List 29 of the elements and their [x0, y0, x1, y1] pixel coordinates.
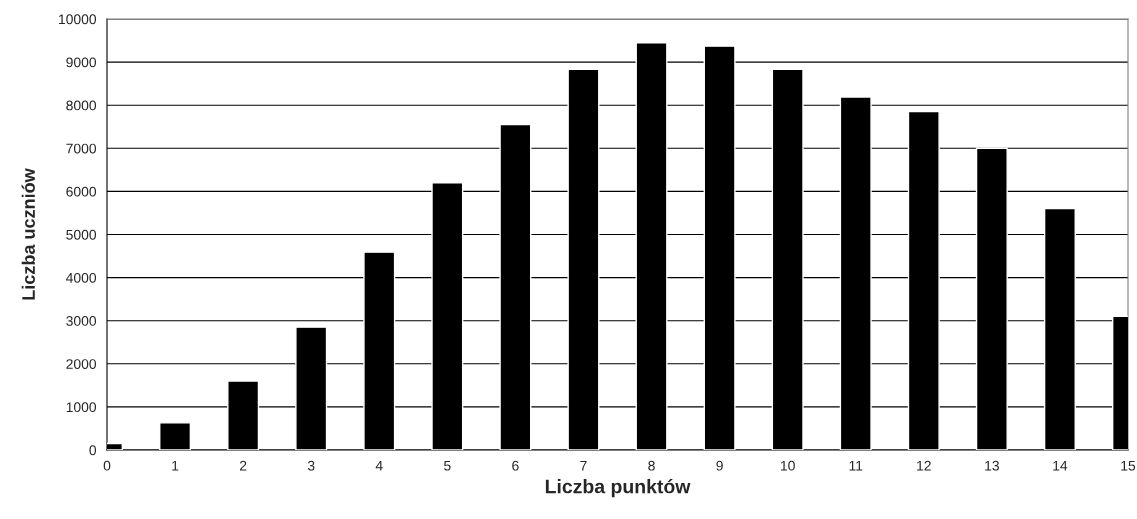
x-tick-label: 8 [648, 460, 655, 471]
x-tick-label: 5 [444, 460, 451, 471]
x-tick-label: 7 [580, 460, 587, 471]
y-tick-label: 1000 [66, 402, 97, 413]
x-tick-label: 6 [512, 460, 519, 471]
x-tick-label: 14 [1053, 460, 1068, 471]
x-tick-label: 1 [172, 460, 179, 471]
y-tick-label: 8000 [66, 100, 97, 111]
y-tick-label: 3000 [66, 316, 97, 326]
x-tick-label: 9 [716, 460, 723, 471]
x-tick-label: 4 [375, 460, 383, 471]
y-tick-label: 7000 [66, 143, 97, 154]
x-tick-label: 11 [849, 460, 863, 471]
x-tick-label: 10 [781, 460, 795, 471]
x-tick-label: 13 [985, 460, 999, 471]
x-tick-label: 2 [239, 460, 247, 471]
x-tick-label: 3 [307, 460, 315, 471]
x-tick-label: 15 [1121, 460, 1136, 471]
x-tick-label: 12 [917, 460, 931, 471]
y-tick-label: 6000 [66, 186, 97, 197]
y-tick-label: 9000 [66, 57, 97, 68]
y-tick-label: 10000 [59, 14, 97, 25]
y-tick-label: 4000 [66, 272, 97, 283]
y-tick-label: 0 [89, 445, 97, 456]
x-tick-label: 0 [103, 460, 111, 471]
y-tick-label: 2000 [66, 359, 97, 369]
y-tick-label: 5000 [66, 229, 97, 240]
x-axis-title: Liczba punktów [545, 478, 691, 498]
y-axis-title: Liczba uczniów [21, 168, 35, 300]
